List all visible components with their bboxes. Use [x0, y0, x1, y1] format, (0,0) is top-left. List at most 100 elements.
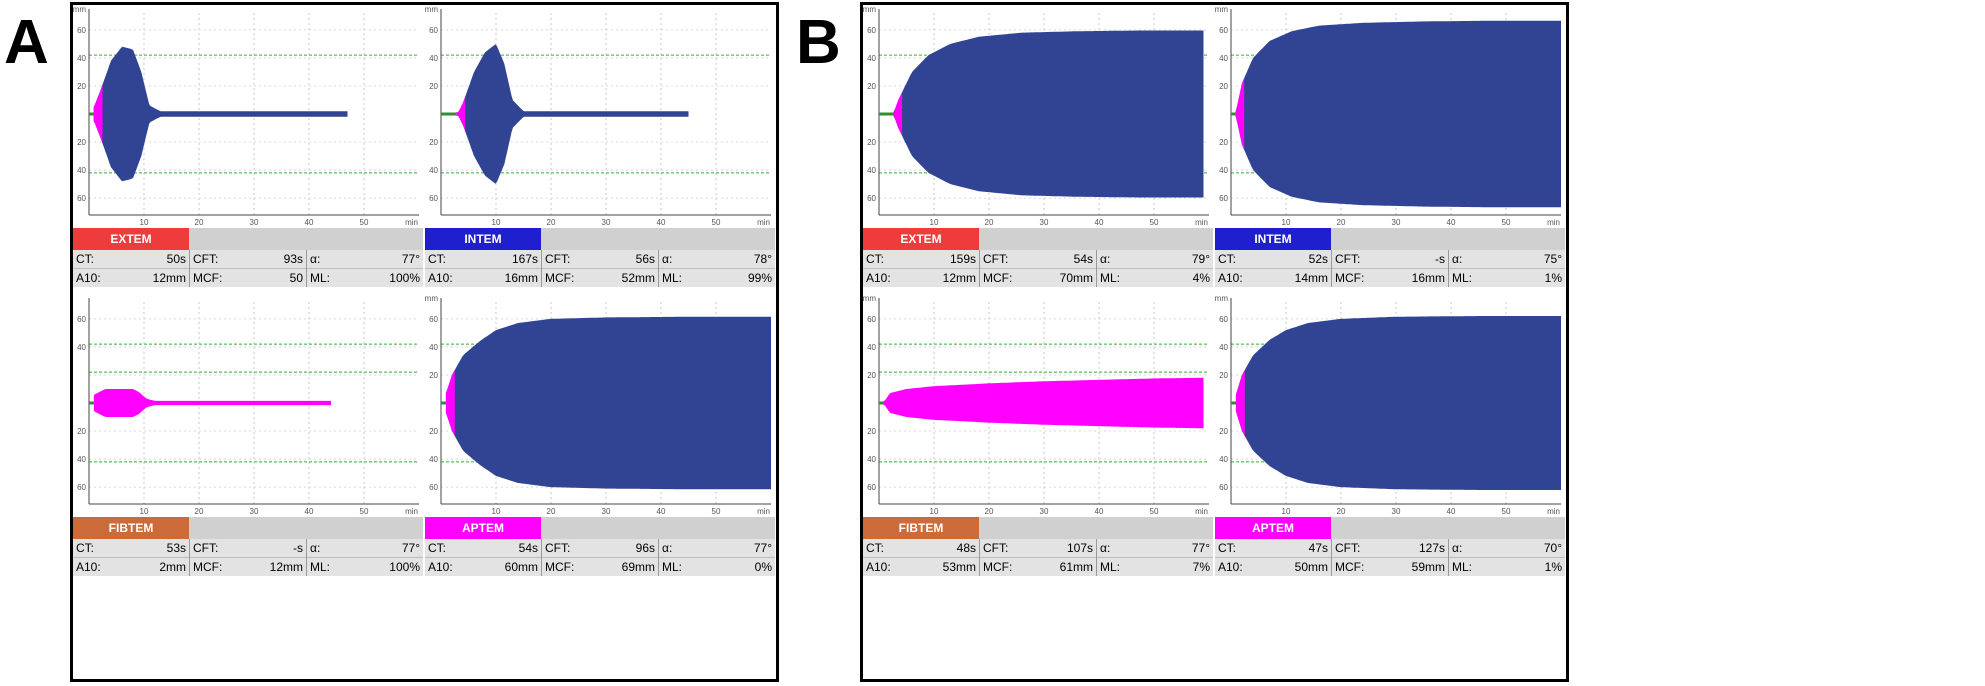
y-axis-unit-label: mm [863, 5, 876, 14]
temogram-chart: 60 40 20 40 60 10 20 30 40 50 min [77, 298, 419, 516]
temogram-chart: 60 40 20 20 40 60 mm 10 20 30 40 50 min [863, 5, 1209, 227]
y-tick-label: 40 [429, 166, 438, 175]
param-value: 12mm [269, 560, 303, 574]
x-tick-label: 20 [1337, 218, 1346, 227]
assay-extem: 60 40 20 20 40 60 mm 10 20 30 40 50 min EXTEM CT: 50s CF… [73, 5, 423, 287]
param-label: A10: [428, 271, 453, 285]
param-value: 2mm [159, 560, 186, 574]
amplitude-area [456, 44, 689, 184]
param-mcf: MCF: 12mm [190, 558, 306, 576]
temogram-chart: 60 40 20 20 40 60 mm 10 20 30 40 50 min [1215, 5, 1561, 227]
assay-header-row: EXTEM [863, 228, 1213, 250]
x-axis-unit-label: min [1547, 218, 1560, 227]
column-divider [189, 539, 190, 576]
x-tick-label: 50 [1150, 507, 1159, 516]
y-tick-label: 60 [429, 26, 438, 35]
clot-formation-wedge [883, 392, 893, 414]
param-alpha: α: 70° [1449, 539, 1565, 557]
param-ct: CT: 167s [425, 250, 541, 268]
x-tick-label: 40 [1095, 507, 1104, 516]
param-value: 99% [747, 271, 772, 285]
param-value: 14mm [1294, 271, 1328, 285]
amplitude-area [445, 316, 771, 490]
param-mcf: MCF: 59mm [1332, 558, 1448, 576]
x-axis-unit-label: min [1547, 507, 1560, 516]
assay-extem: 60 40 20 20 40 60 mm 10 20 30 40 50 min EXTEM CT: 159s C… [863, 5, 1213, 287]
param-value: 77° [401, 252, 420, 266]
parameter-table: CT: 47s CFT: 127s α: 70° A10: 50mm MCF: 59mm ML: 1% [1215, 539, 1565, 576]
param-alpha: α: 77° [1097, 539, 1213, 557]
param-a10: A10: 50mm [1215, 558, 1331, 576]
column-divider [1096, 250, 1097, 287]
param-value: 107s [1066, 541, 1093, 555]
param-value: 78° [753, 252, 772, 266]
assay-header-row: INTEM [425, 228, 775, 250]
y-tick-label: 20 [429, 138, 438, 147]
column-divider [541, 539, 542, 576]
x-tick-label: 20 [1337, 507, 1346, 516]
x-tick-label: 20 [985, 507, 994, 516]
x-tick-label: 30 [1392, 507, 1401, 516]
param-value: 12mm [152, 271, 186, 285]
temogram-chart: 60 40 20 20 40 60 mm 10 20 30 40 50 min [1215, 294, 1561, 516]
column-divider [979, 250, 980, 287]
param-label: CT: [1218, 252, 1236, 266]
y-tick-label: 60 [429, 194, 438, 203]
param-value: 59mm [1411, 560, 1445, 574]
param-cft: CFT: 54s [980, 250, 1096, 268]
y-tick-label: 40 [1219, 455, 1228, 464]
param-label: CT: [428, 541, 446, 555]
x-tick-label: 30 [1040, 507, 1049, 516]
param-value: 93s [283, 252, 303, 266]
param-ml: ML: 99% [659, 269, 775, 287]
param-value: 56s [635, 252, 655, 266]
y-tick-label: 60 [867, 26, 876, 35]
param-mcf: MCF: 16mm [1332, 269, 1448, 287]
y-tick-label: 20 [1219, 138, 1228, 147]
param-value: 77° [1191, 541, 1210, 555]
amplitude-area [1235, 316, 1561, 490]
y-tick-label: 40 [1219, 166, 1228, 175]
x-tick-label: 20 [547, 218, 556, 227]
param-label: A10: [866, 271, 891, 285]
param-mcf: MCF: 61mm [980, 558, 1096, 576]
param-mcf: MCF: 69mm [542, 558, 658, 576]
x-axis-unit-label: min [405, 507, 418, 516]
param-value: 12mm [942, 271, 976, 285]
x-tick-label: 30 [1392, 218, 1401, 227]
column-divider [979, 539, 980, 576]
row-divider [863, 268, 1213, 269]
x-axis-unit-label: min [757, 218, 770, 227]
clot-formation-wedge [893, 92, 903, 136]
y-tick-label: 60 [1219, 483, 1228, 492]
column-divider [658, 539, 659, 576]
parameter-table: CT: 52s CFT: -s α: 75° A10: 14mm MCF: 16mm ML: 1% [1215, 250, 1565, 287]
param-a10: A10: 60mm [425, 558, 541, 576]
param-label: CT: [866, 252, 884, 266]
clot-formation-wedge [456, 96, 466, 132]
x-axis-unit-label: min [757, 507, 770, 516]
assay-tag: FIBTEM [73, 517, 189, 539]
param-alpha: α: 78° [659, 250, 775, 268]
y-axis-unit-label: mm [1215, 294, 1228, 303]
assay-tag: INTEM [1215, 228, 1331, 250]
y-tick-label: 20 [1219, 371, 1228, 380]
param-a10: A10: 12mm [73, 269, 189, 287]
temogram-chart: 60 40 20 20 40 60 mm 10 20 30 40 50 min [425, 5, 771, 227]
row-divider [73, 557, 423, 558]
param-label: CT: [76, 541, 94, 555]
assay-fibtem: 60 40 20 20 40 60 mm 10 20 30 40 50 min FIBTEM CT: 48s C… [863, 294, 1213, 576]
y-tick-label: 60 [429, 315, 438, 324]
param-value: 100% [389, 560, 420, 574]
parameter-table: CT: 54s CFT: 96s α: 77° A10: 60mm MCF: 69mm ML: 0% [425, 539, 775, 576]
amplitude-area [93, 389, 332, 417]
assay-tag: EXTEM [73, 228, 189, 250]
assay-aptem: 60 40 20 20 40 60 mm 10 20 30 40 50 min APTEM CT: 54s CF… [425, 294, 775, 576]
param-label: CT: [76, 252, 94, 266]
column-divider [1448, 539, 1449, 576]
param-ml: ML: 0% [659, 558, 775, 576]
param-cft: CFT: 127s [1332, 539, 1448, 557]
param-value: 1% [1544, 560, 1562, 574]
param-a10: A10: 16mm [425, 269, 541, 287]
param-value: 47s [1308, 541, 1328, 555]
